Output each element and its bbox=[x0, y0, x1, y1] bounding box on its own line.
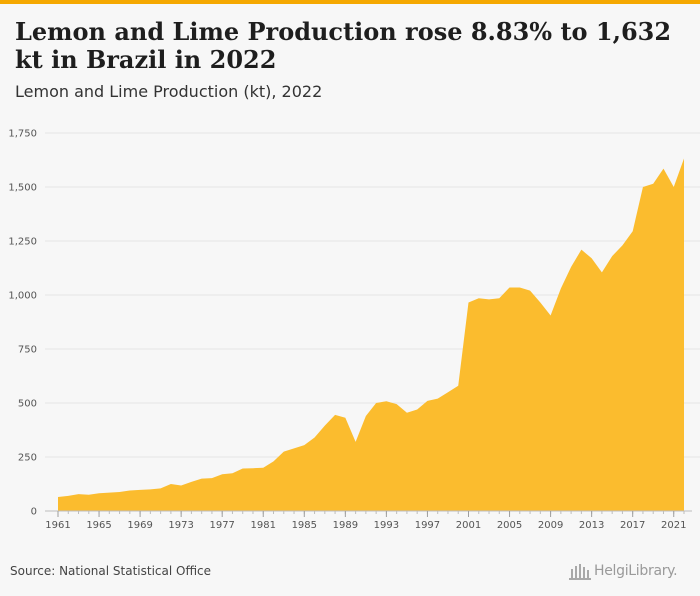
header: Lemon and Lime Production rose 8.83% to … bbox=[0, 4, 700, 113]
library-building-icon bbox=[569, 564, 591, 580]
x-tick-label: 1965 bbox=[86, 520, 111, 531]
x-tick-label: 1997 bbox=[415, 520, 440, 531]
source-note: Source: National Statistical Office bbox=[10, 564, 212, 578]
chart-area: 0 250 500 750 1,000 1,250 1,500 1,750 1961 1965 19… bbox=[0, 113, 700, 540]
x-tick-label: 1993 bbox=[374, 520, 399, 531]
y-tick-label: 250 bbox=[18, 453, 37, 464]
y-tick-label: 750 bbox=[18, 345, 37, 356]
page-title: Lemon and Lime Production rose 8.83% to … bbox=[15, 17, 672, 74]
x-tick-label: 2013 bbox=[579, 520, 604, 531]
x-tick-label: 1973 bbox=[168, 520, 193, 531]
x-tick-label: 1961 bbox=[45, 520, 70, 531]
y-tick-label: 1,500 bbox=[8, 183, 37, 194]
logo-text: HelgiLibrary. bbox=[594, 563, 678, 579]
x-tick-label: 1981 bbox=[251, 520, 276, 531]
axis-layer: 0 250 500 750 1,000 1,250 1,500 1,750 1961 1965 19… bbox=[8, 129, 692, 531]
x-tick-label: 2021 bbox=[661, 520, 686, 531]
area-layer bbox=[58, 158, 684, 512]
x-tick-label: 2005 bbox=[497, 520, 522, 531]
y-tick-label: 0 bbox=[31, 507, 37, 518]
x-tick-label: 1989 bbox=[333, 520, 358, 531]
x-tick-label: 1977 bbox=[209, 520, 234, 531]
production-area bbox=[58, 158, 684, 512]
x-tick-label: 1969 bbox=[127, 520, 152, 531]
footer: Source: National Statistical Office Helg… bbox=[0, 540, 700, 596]
y-tick-label: 500 bbox=[18, 399, 37, 410]
y-tick-label: 1,250 bbox=[8, 237, 37, 248]
helgi-library-logo[interactable]: HelgiLibrary. bbox=[568, 560, 678, 582]
x-tick-label: 2009 bbox=[538, 520, 563, 531]
x-tick-label: 2001 bbox=[456, 520, 481, 531]
x-tick-label: 1985 bbox=[292, 520, 317, 531]
x-tick-label: 2017 bbox=[620, 520, 645, 531]
chart-subtitle: Lemon and Lime Production (kt), 2022 bbox=[15, 82, 323, 101]
area-chart: 0 250 500 750 1,000 1,250 1,500 1,750 1961 1965 19… bbox=[8, 129, 700, 531]
y-tick-label: 1,750 bbox=[8, 129, 37, 140]
y-tick-label: 1,000 bbox=[8, 291, 37, 302]
top-accent-bar bbox=[0, 0, 700, 4]
